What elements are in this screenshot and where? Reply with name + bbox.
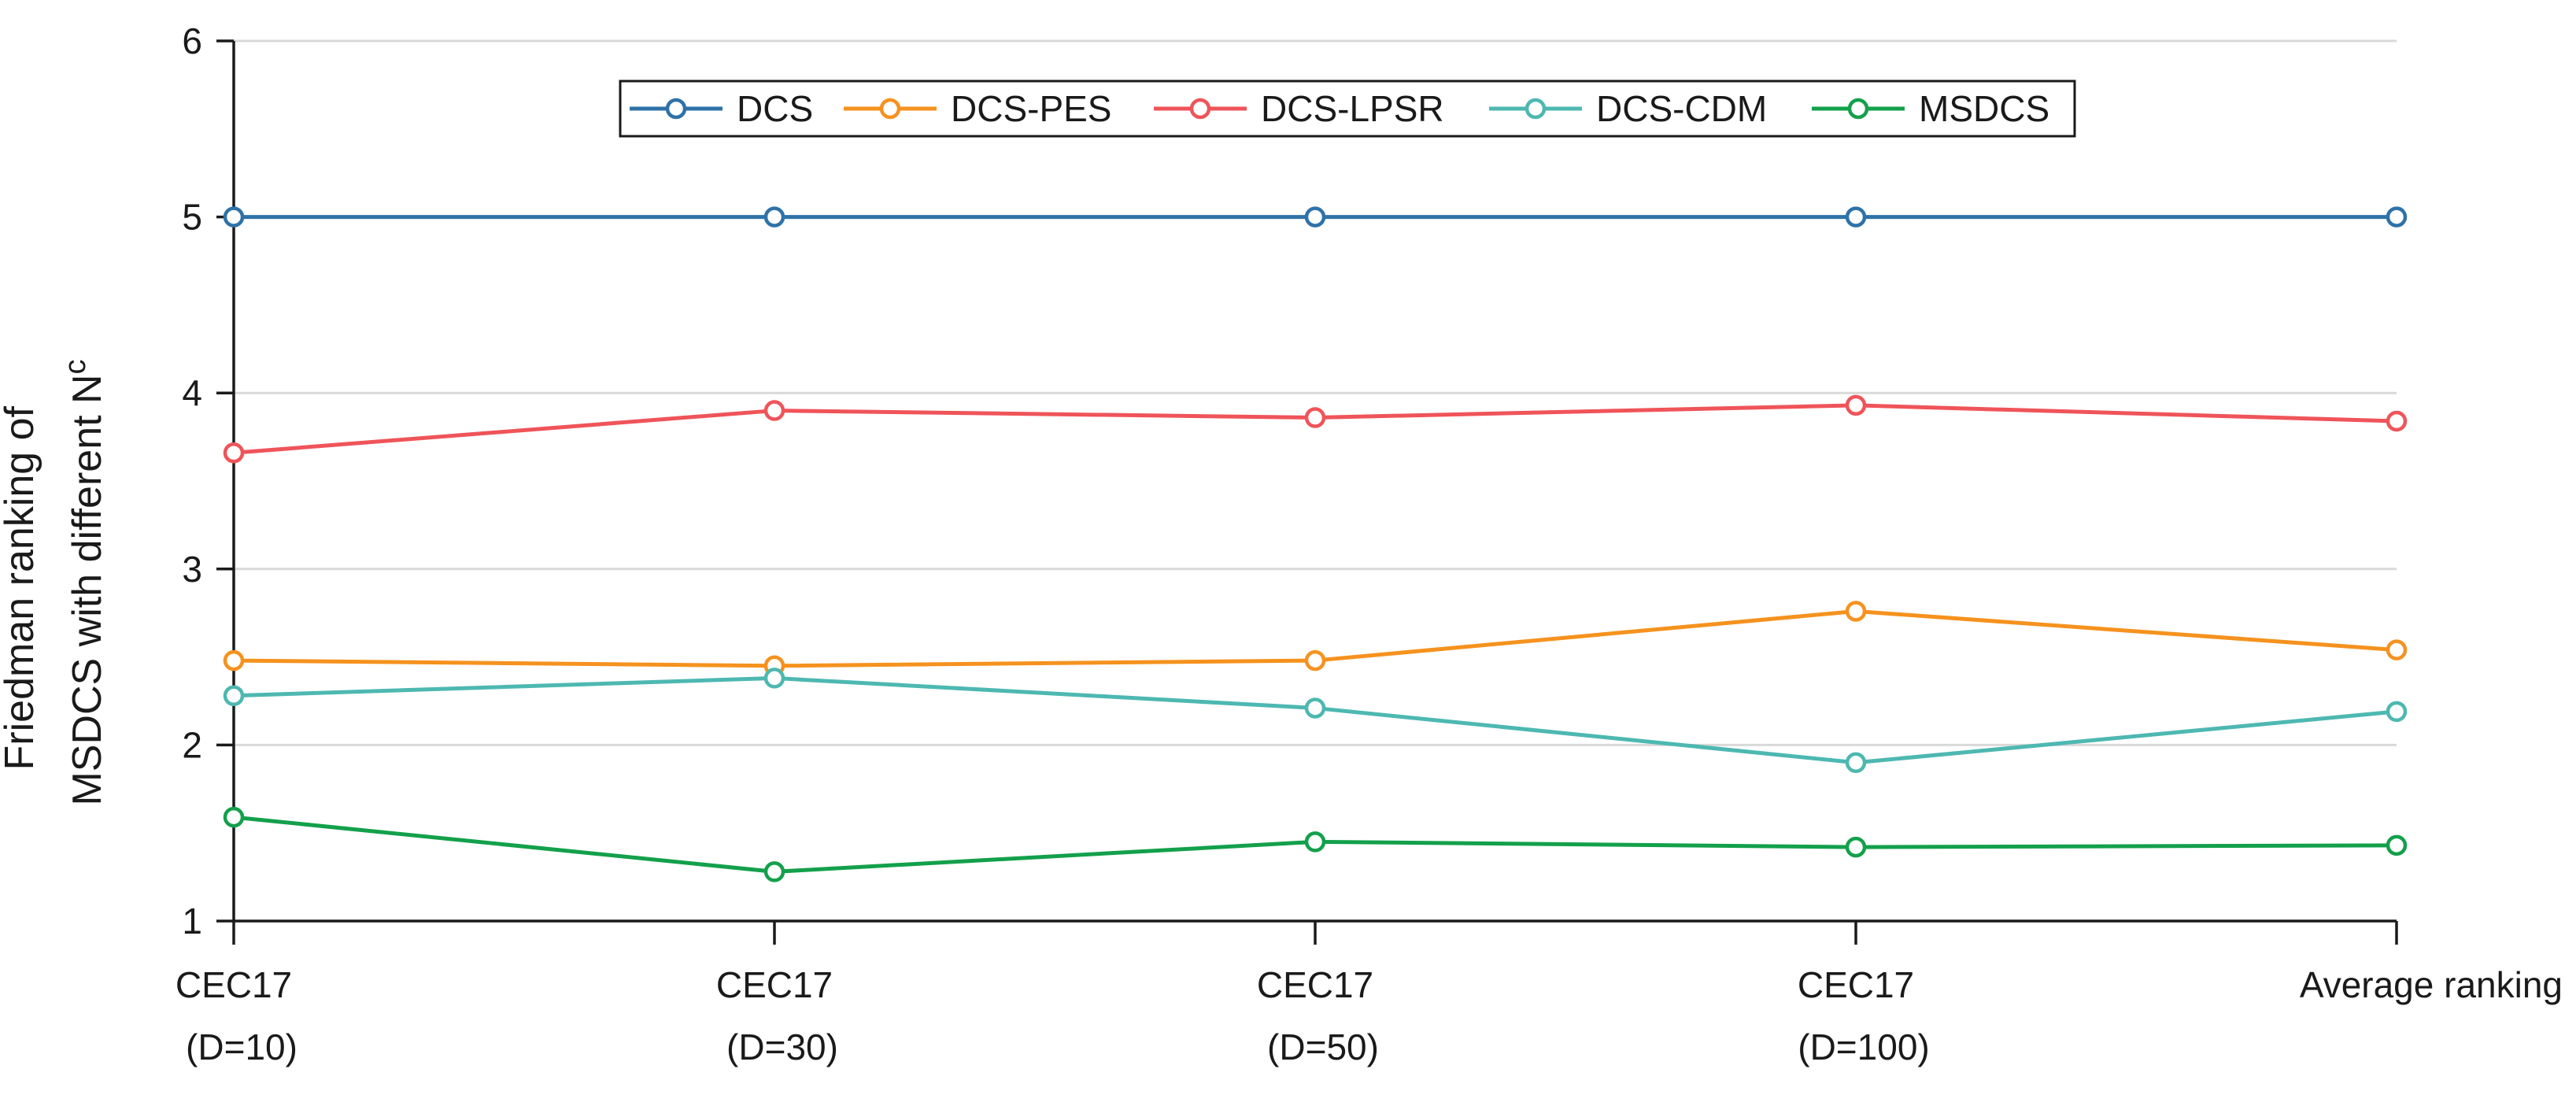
series-lines <box>233 215 2397 874</box>
data-point-dcs <box>1304 206 1326 228</box>
data-point-dcs-cdm <box>1304 697 1326 719</box>
y-tick-label: 6 <box>182 20 202 61</box>
legend-label: MSDCS <box>1919 88 2049 129</box>
legend-item-dcs-lpsr: DCS-LPSR <box>1154 88 1444 129</box>
grid-lines <box>234 39 2397 746</box>
legend-item-dcs-pes: DCS-PES <box>844 88 1111 129</box>
legend-item-msdcs: MSDCS <box>1812 88 2049 129</box>
data-point-dcs <box>2386 206 2408 228</box>
axes: 1 2 3 4 5 6 CEC17 (D=10) CEC17 (D=30) CEC17 (D=50) C… <box>176 20 2563 1067</box>
legend-label: DCS-PES <box>951 88 1111 129</box>
y-tick-label: 2 <box>182 724 202 765</box>
data-point-dcs <box>1845 206 1867 228</box>
legend-swatch-marker <box>1847 98 1869 120</box>
y-tick-label: 3 <box>182 549 202 590</box>
data-point-dcs-pes <box>1845 601 1867 622</box>
data-point-msdcs <box>2386 834 2408 856</box>
legend-swatch-marker <box>879 98 901 120</box>
x-tick-label: Average ranking <box>2300 964 2563 1005</box>
data-point-dcs <box>763 206 785 228</box>
x-tick-label-sub: (D=10) <box>186 1027 298 1067</box>
data-point-dcs <box>223 206 245 228</box>
data-point-dcs-lpsr <box>223 442 245 464</box>
x-tick-label: CEC17 <box>716 964 833 1005</box>
data-point-dcs-pes <box>1304 649 1326 671</box>
legend-label: DCS-CDM <box>1596 88 1767 129</box>
x-tick-label: CEC17 <box>176 964 292 1005</box>
data-point-msdcs <box>763 861 785 882</box>
data-point-dcs-cdm <box>2386 701 2408 723</box>
legend-label: DCS-LPSR <box>1261 88 1444 129</box>
data-point-dcs-pes <box>223 649 245 671</box>
y-tick-label: 5 <box>182 197 202 238</box>
legend-item-dcs: DCS <box>630 88 813 129</box>
legend-swatch-marker <box>1525 98 1547 120</box>
y-axis-label-line1: Friedman ranking of <box>0 405 43 770</box>
data-point-msdcs <box>1304 831 1326 853</box>
y-axis-label: Friedman ranking of MSDCS with different… <box>0 359 110 805</box>
x-tick-label: CEC17 <box>1798 964 1914 1005</box>
x-tick-label-sub: (D=50) <box>1267 1027 1379 1067</box>
data-point-dcs-lpsr <box>1845 394 1867 416</box>
data-point-dcs-cdm <box>1845 752 1867 774</box>
data-point-dcs-lpsr <box>2386 410 2408 432</box>
x-tick-label-sub: (D=30) <box>726 1027 838 1067</box>
legend-swatch-marker <box>1189 98 1211 120</box>
legend-item-dcs-cdm: DCS-CDM <box>1489 88 1767 129</box>
y-tick-label: 1 <box>182 901 202 941</box>
data-point-msdcs <box>1845 836 1867 858</box>
data-point-msdcs <box>223 806 245 828</box>
data-point-dcs-pes <box>2386 639 2408 660</box>
legend-label: DCS <box>737 88 813 129</box>
x-tick-label-sub: (D=100) <box>1798 1027 1929 1067</box>
legend: DCS DCS-PES DCS-LPSR DCS-CDM MSDCS <box>619 80 2076 138</box>
y-axis-label-subscript: c <box>59 359 92 374</box>
data-point-dcs-cdm <box>763 668 785 689</box>
data-point-dcs-lpsr <box>1304 407 1326 428</box>
x-tick-label: CEC17 <box>1257 964 1373 1005</box>
data-point-dcs-cdm <box>223 685 245 707</box>
y-tick-label: 4 <box>182 372 202 413</box>
series-markers <box>223 206 2408 882</box>
series-line-dcs-cdm <box>233 675 2397 765</box>
legend-swatch-marker <box>665 98 687 120</box>
data-point-dcs-lpsr <box>763 400 785 421</box>
y-axis-label-line2: MSDCS with different N <box>65 374 110 805</box>
